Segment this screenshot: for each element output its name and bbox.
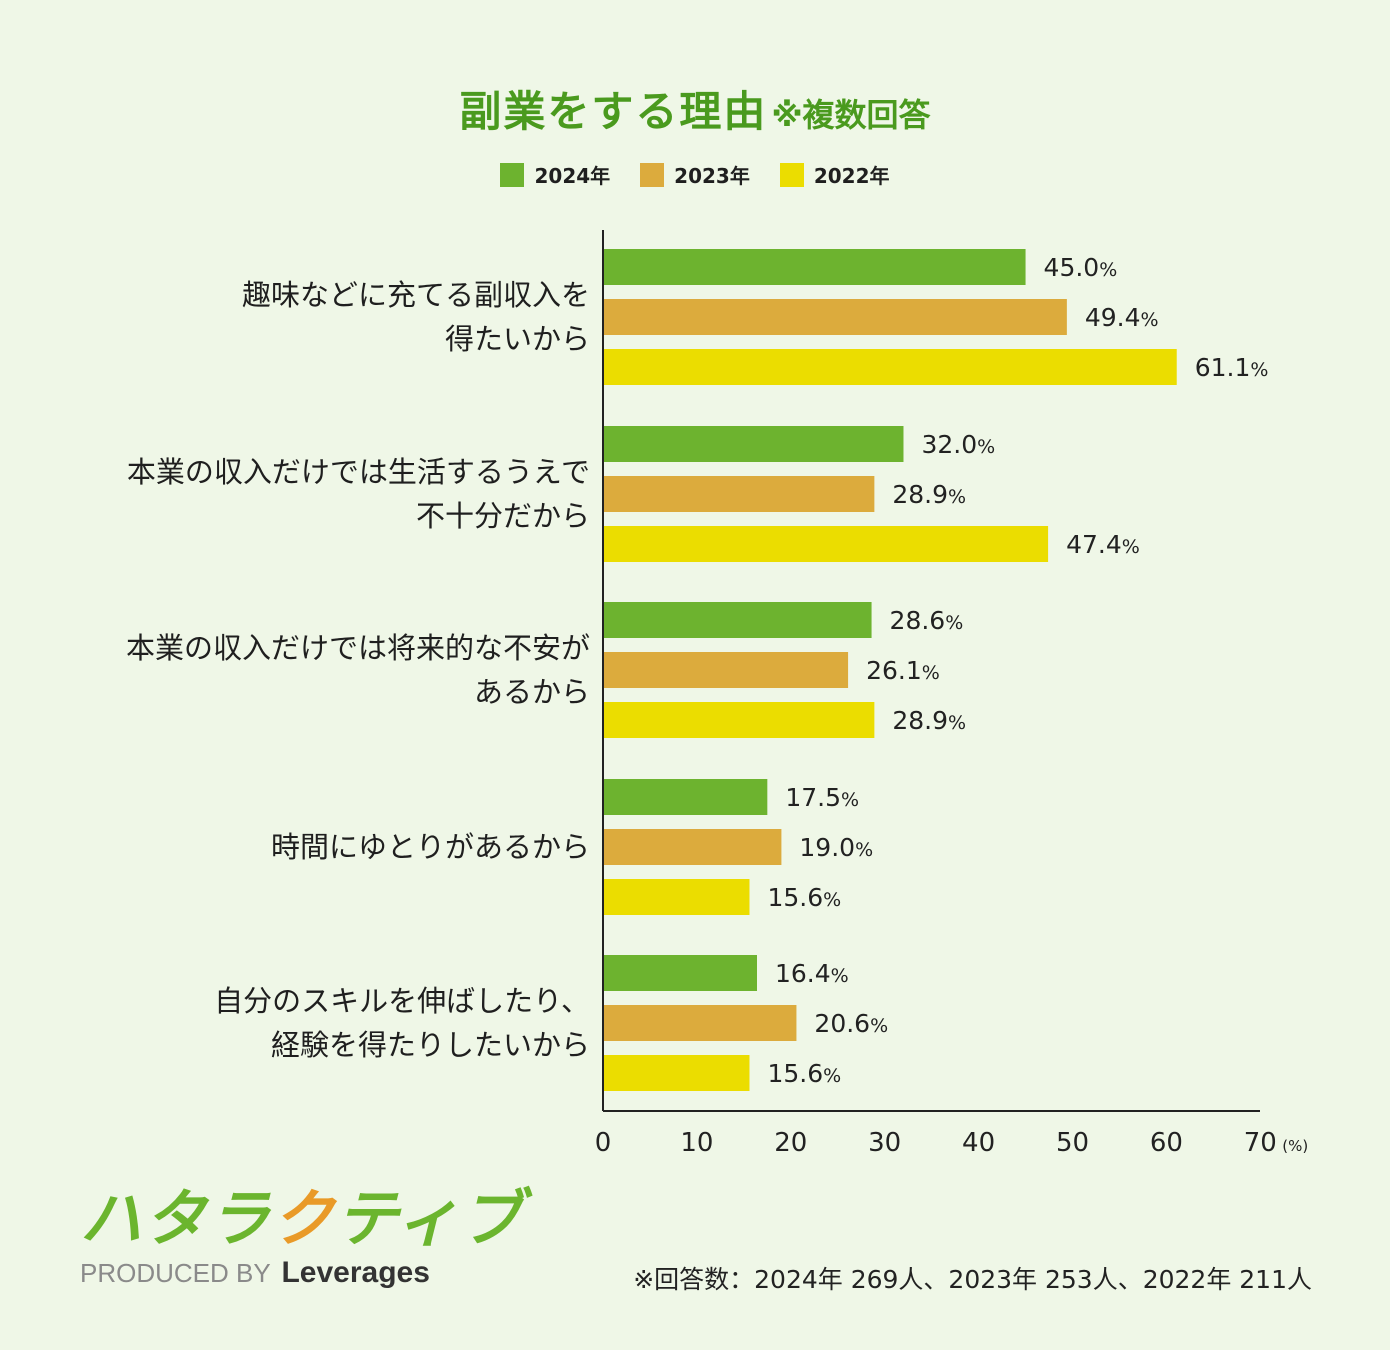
category-label-4-line-1: 経験を得たりしたいから <box>271 1028 590 1062</box>
legend-swatch-2023 <box>640 162 665 187</box>
legend-swatch-2024 <box>500 162 525 187</box>
category-label-4-line-0: 自分のスキルを伸ばしたり、 <box>214 984 590 1018</box>
bar-3-1 <box>604 829 782 865</box>
legend-item-2022: 2022年 <box>779 160 890 189</box>
x-tick-label-10: 10 <box>680 1128 713 1158</box>
x-axis-unit: (%) <box>1282 1137 1308 1155</box>
category-label-2-line-0: 本業の収入だけでは将来的な不安が <box>126 631 590 665</box>
x-tick-label-30: 30 <box>868 1128 901 1158</box>
bar-value-label-1-1: 28.9% <box>892 480 966 509</box>
legend-item-2024: 2024年 <box>500 160 610 189</box>
bar-value-label-1-0: 32.0% <box>921 430 995 459</box>
bar-3-0 <box>604 779 768 815</box>
produced-by: PRODUCED BY Leverages <box>80 1256 430 1290</box>
legend-label-2022: 2022年 <box>813 164 890 188</box>
response-count-note: ※回答数：2024年 269人、2023年 253人、2022年 211人 <box>633 1265 1312 1294</box>
bar-value-label-3-2: 15.6% <box>767 883 841 912</box>
produced-by-brand: Leverages <box>281 1256 430 1289</box>
legend-label-2024: 2024年 <box>534 164 611 188</box>
bar-2-2 <box>604 702 875 738</box>
bar-value-label-1-2: 47.4% <box>1066 530 1140 559</box>
bar-0-2 <box>604 349 1177 385</box>
category-label-0-line-0: 趣味などに充てる副収入を <box>242 278 590 312</box>
bar-1-0 <box>604 426 904 462</box>
logo-text-1: ハタラ <box>80 1182 273 1255</box>
chart-title-main: 副業をする理由 <box>459 87 768 136</box>
x-tick-label-0: 0 <box>595 1128 612 1158</box>
bar-1-2 <box>604 526 1049 562</box>
legend: 2024年 2023年 2022年 <box>0 160 1390 189</box>
bar-3-2 <box>604 879 750 915</box>
x-tick-label-20: 20 <box>774 1128 807 1158</box>
bar-1-1 <box>604 476 875 512</box>
x-tick-label-70: 70 <box>1244 1128 1277 1158</box>
bar-value-label-4-0: 16.4% <box>775 959 849 988</box>
bar-4-1 <box>604 1005 797 1041</box>
chart-title-note: ※複数回答 <box>771 96 931 134</box>
bar-value-label-0-0: 45.0% <box>1044 253 1118 282</box>
bar-value-label-2-0: 28.6% <box>890 606 964 635</box>
legend-swatch-2022 <box>779 162 804 187</box>
category-label-1-line-0: 本業の収入だけでは生活するうえで <box>127 455 590 489</box>
bar-value-label-2-2: 28.9% <box>892 706 966 735</box>
bar-value-label-0-1: 49.4% <box>1085 303 1159 332</box>
produced-by-prefix: PRODUCED BY <box>80 1258 271 1288</box>
logo-text-2: ク <box>272 1182 337 1255</box>
bar-0-1 <box>604 299 1067 335</box>
bar-value-label-3-0: 17.5% <box>785 783 859 812</box>
bar-chart: 0 10 20 30 40 50 60 70 (%) 45.0% 49.4% 61.1% 趣味などに充て… <box>126 230 1308 1158</box>
bar-value-label-4-1: 20.6% <box>814 1009 888 1038</box>
bar-value-label-4-2: 15.6% <box>767 1059 841 1088</box>
bar-0-0 <box>604 249 1026 285</box>
bar-4-2 <box>604 1055 750 1091</box>
bar-2-1 <box>604 652 849 688</box>
category-label-1-line-1: 不十分だから <box>416 499 590 533</box>
category-label-3-line-0: 時間にゆとりがあるから <box>271 830 590 864</box>
bar-2-0 <box>604 602 872 638</box>
logo-text-3: ティブ <box>336 1182 525 1255</box>
bar-4-0 <box>604 955 757 991</box>
bar-value-label-2-1: 26.1% <box>866 656 940 685</box>
x-tick-label-40: 40 <box>962 1128 995 1158</box>
x-tick-label-50: 50 <box>1056 1128 1089 1158</box>
hataractive-logo: ハタラクティブ <box>80 1188 524 1250</box>
category-label-2-line-1: あるから <box>474 675 590 709</box>
chart-title: 副業をする理由 ※複数回答 <box>0 78 1390 139</box>
legend-item-2023: 2023年 <box>640 160 750 189</box>
bar-value-label-0-2: 61.1% <box>1195 353 1269 382</box>
bar-value-label-3-1: 19.0% <box>799 833 873 862</box>
category-label-0-line-1: 得たいから <box>445 322 590 356</box>
legend-label-2023: 2023年 <box>674 164 750 188</box>
x-tick-label-60: 60 <box>1150 1128 1183 1158</box>
